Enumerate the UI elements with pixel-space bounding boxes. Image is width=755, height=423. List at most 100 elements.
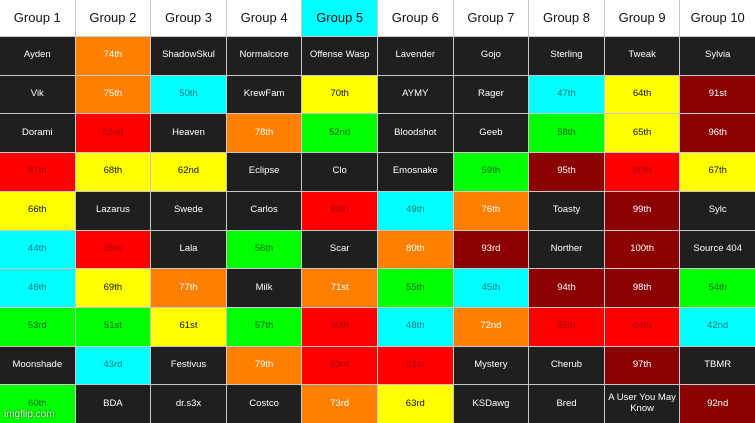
grid-cell-r6-g7: 93rd	[453, 230, 529, 269]
grid-cell-r1-g8: Sterling	[529, 37, 604, 75]
grid-cell-r2-g2: 75th	[75, 75, 151, 114]
group-header-9: Group 9	[604, 0, 680, 36]
grid-cell-r5-g6: 49th	[377, 191, 453, 230]
grid-cell-r3-g1: Dorami	[0, 114, 75, 153]
grid-cell-r8-g6: 48th	[377, 307, 453, 346]
grid-cell-r2-g9: 64th	[604, 75, 680, 114]
grid-cell-r3-g9: 65th	[604, 114, 680, 153]
grid-cell-r8-g1: 53rd	[0, 307, 75, 346]
grid-cell-r2-g1: Vik	[0, 75, 75, 114]
grid-cell-r1-g6: Lavender	[377, 37, 453, 75]
grid-cell-r8-g2: 51st	[75, 307, 151, 346]
grid-cell-r8-g8: 85th	[529, 307, 604, 346]
group-header-7: Group 7	[453, 0, 529, 36]
grid-cell-r1-g2: 74th	[75, 37, 151, 75]
grid-cell-r9-g2: 43rd	[75, 346, 151, 385]
grid-cell-r10-g8: Bred	[529, 385, 604, 423]
group-header-6: Group 6	[377, 0, 453, 36]
grid-cell-r7-g4: Milk	[226, 269, 302, 307]
grid-cell-r7-g2: 69th	[75, 269, 151, 307]
grid-cell-r9-g8: Cherub	[529, 346, 604, 385]
grid-cell-r5-g2: Lazarus	[75, 191, 151, 230]
grid-cell-r2-g5: 70th	[302, 75, 377, 114]
grid-cell-r7-g9: 98th	[604, 269, 680, 307]
grid-cell-r6-g4: 56th	[226, 230, 302, 269]
grid-cell-r2-g7: Rager	[453, 75, 529, 114]
grid-cell-r5-g1: 66th	[0, 191, 75, 230]
grid-cell-r4-g5: Clo	[302, 153, 377, 191]
grid-cell-r10-g1: 60th	[0, 385, 75, 423]
grid-cell-r10-g7: KSDawg	[453, 385, 529, 423]
grid-cell-r9-g9: 97th	[604, 346, 680, 385]
grid-cell-r7-g7: 45th	[453, 269, 529, 307]
grid-cell-r5-g8: Toasty	[529, 191, 604, 230]
grid-cell-r10-g10: 92nd	[680, 385, 755, 423]
grid-cell-r1-g4: Normalcore	[226, 37, 302, 75]
grid-cell-r7-g3: 77th	[151, 269, 226, 307]
grid-cell-r10-g5: 73rd	[302, 385, 377, 423]
grid-cell-r10-g3: dr.s3x	[151, 385, 226, 423]
grid-cell-r4-g4: Eclipse	[226, 153, 302, 191]
grid-cell-r3-g4: 78th	[226, 114, 302, 153]
grid-cell-r5-g7: 76th	[453, 191, 529, 230]
grid-cell-r6-g10: Source 404	[680, 230, 755, 269]
group-header-3: Group 3	[151, 0, 226, 36]
grid-cell-r4-g2: 68th	[75, 153, 151, 191]
grid-cell-r6-g1: 44th	[0, 230, 75, 269]
grid-cell-r4-g6: Emosnake	[377, 153, 453, 191]
grid-cell-r4-g7: 59th	[453, 153, 529, 191]
grid-cell-r2-g10: 91st	[680, 75, 755, 114]
grid-cell-r8-g3: 61st	[151, 307, 226, 346]
grid-cell-r3-g5: 52nd	[302, 114, 377, 153]
grid-cell-r1-g1: Ayden	[0, 37, 75, 75]
grid-cell-r9-g4: 79th	[226, 346, 302, 385]
grid-cell-r5-g5: 89th	[302, 191, 377, 230]
grid-cell-r3-g6: Bloodshot	[377, 114, 453, 153]
grid-cell-r4-g9: 86th	[604, 153, 680, 191]
grid-cell-r8-g10: 42nd	[680, 307, 755, 346]
grid-cell-r8-g4: 57th	[226, 307, 302, 346]
grid-cell-r3-g2: 82nd	[75, 114, 151, 153]
grid-cell-r8-g9: 84th	[604, 307, 680, 346]
grid-cell-r10-g9: A User You May Know	[604, 385, 680, 423]
grid-cell-r2-g8: 47th	[529, 75, 604, 114]
group-header-10: Group 10	[680, 0, 755, 36]
group-header-2: Group 2	[75, 0, 151, 36]
grid-cell-r2-g4: KrewFam	[226, 75, 302, 114]
grid-cell-r5-g3: Swede	[151, 191, 226, 230]
grid-cell-r9-g1: Moonshade	[0, 346, 75, 385]
grid-cell-r1-g7: Gojo	[453, 37, 529, 75]
grid-cell-r6-g5: Scar	[302, 230, 377, 269]
grid-cell-r10-g4: Costco	[226, 385, 302, 423]
grid-cell-r6-g9: 100th	[604, 230, 680, 269]
grid-cell-r9-g7: Mystery	[453, 346, 529, 385]
grid-cell-r2-g6: AYMY	[377, 75, 453, 114]
grid-cell-r3-g10: 96th	[680, 114, 755, 153]
grid-cell-r6-g6: 80th	[377, 230, 453, 269]
grid-cell-r7-g8: 94th	[529, 269, 604, 307]
grid-cell-r4-g3: 62nd	[151, 153, 226, 191]
group-header-5: Group 5	[302, 0, 377, 36]
grid-cell-r8-g7: 72nd	[453, 307, 529, 346]
grid-cell-r2-g3: 50th	[151, 75, 226, 114]
grid-cell-r1-g9: Tweak	[604, 37, 680, 75]
grid-cell-r3-g8: 58th	[529, 114, 604, 153]
grid-cell-r4-g10: 67th	[680, 153, 755, 191]
grid-cell-r6-g2: 88th	[75, 230, 151, 269]
grid-cell-r5-g9: 99th	[604, 191, 680, 230]
grid-cell-r5-g4: Carlos	[226, 191, 302, 230]
grid-cell-r6-g8: Norther	[529, 230, 604, 269]
grid-cell-r4-g8: 95th	[529, 153, 604, 191]
grid-cell-r4-g1: 87th	[0, 153, 75, 191]
grid-cell-r8-g5: 90th	[302, 307, 377, 346]
grid-cell-r10-g2: BDA	[75, 385, 151, 423]
group-header-1: Group 1	[0, 0, 75, 36]
group-header-8: Group 8	[529, 0, 604, 36]
grid-cell-r9-g6: 81st	[377, 346, 453, 385]
grid-cell-r1-g3: ShadowSkul	[151, 37, 226, 75]
grid-cell-r7-g5: 71st	[302, 269, 377, 307]
grid-cell-r7-g10: 54th	[680, 269, 755, 307]
grid-cell-r3-g3: Heaven	[151, 114, 226, 153]
grid-cell-r3-g7: Geeb	[453, 114, 529, 153]
